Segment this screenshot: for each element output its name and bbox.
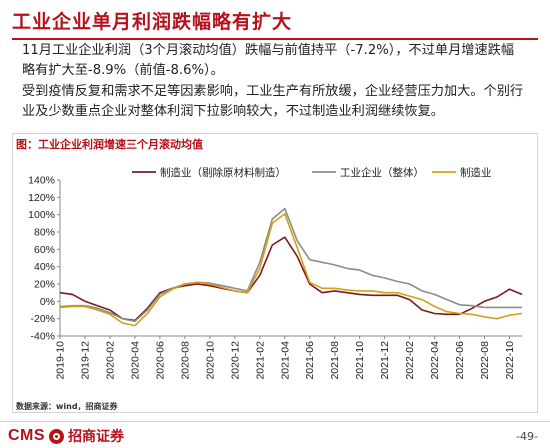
series-line-2 <box>59 207 522 323</box>
x-tick-label: 2019-12 <box>79 341 91 380</box>
x-tick-label: 2021-06 <box>304 341 316 380</box>
footer-divider <box>0 421 550 422</box>
x-tick-label: 2021-04 <box>279 341 291 380</box>
x-tick-label: 2022-04 <box>429 341 441 380</box>
page-number: -49- <box>516 430 538 443</box>
x-tick-label: 2020-08 <box>179 341 191 380</box>
x-tick-label: 2021-10 <box>354 341 366 380</box>
y-tick-label: 20% <box>34 279 55 291</box>
figure-caption: 图：工业企业利润增速三个月滚动均值 <box>16 138 203 151</box>
y-tick-label: 60% <box>34 244 55 256</box>
y-tick-label: 40% <box>34 261 55 273</box>
y-tick-label: -20% <box>30 313 55 325</box>
summary-paragraph-1: 11月工业企业利润（3个月滚动均值）跌幅与前值持平（-7.2%），不过单月增速跌… <box>22 43 515 78</box>
profit-growth-line-chart: -40% -20% 0% 20% 40% 60% 80% 100% 120% 140% 2019-1… <box>28 166 523 380</box>
logo-icon <box>49 428 65 444</box>
y-tick-label: 80% <box>34 227 55 239</box>
y-tick-label: 0% <box>40 296 55 308</box>
x-tick-label: 2020-06 <box>154 341 166 380</box>
y-tick-label: 100% <box>28 209 55 221</box>
logo-text: CMS <box>8 427 46 444</box>
x-tick-label: 2022-06 <box>454 341 466 380</box>
x-tick-label: 2020-10 <box>204 341 216 380</box>
x-tick-label: 2019-10 <box>55 341 67 380</box>
series-line-1 <box>59 236 523 322</box>
title-divider <box>12 38 538 40</box>
x-tick-label: 2022-08 <box>479 341 491 380</box>
x-tick-label: 2022-10 <box>504 341 516 380</box>
data-source-note: 数据来源：wind，招商证券 <box>16 402 118 411</box>
x-tick-label: 2020-02 <box>104 341 116 380</box>
y-tick-label: 140% <box>28 175 55 187</box>
summary-paragraph-2: 受到疫情反复和需求不足等因素影响，工业生产有所放缓，企业经营压力加大。个别行业及… <box>22 84 524 119</box>
y-tick-label: 120% <box>28 192 55 204</box>
series-line-3 <box>59 213 523 327</box>
x-tick-label: 2022-02 <box>404 341 416 380</box>
cms-logo: CMS 招商证券 <box>8 426 124 446</box>
x-tick-label: 2021-12 <box>379 341 391 380</box>
y-tick-label: -40% <box>30 331 55 343</box>
figure-frame <box>12 133 538 413</box>
legend-label-1: 制造业（剔除原材料制造） <box>160 166 286 179</box>
x-tick-label: 2021-02 <box>254 341 266 380</box>
x-tick-label: 2020-04 <box>129 341 141 380</box>
x-tick-label: 2020-12 <box>229 341 241 380</box>
legend-label-3: 制造业 <box>460 166 492 179</box>
legend-label-2: 工业企业（整体） <box>340 166 424 179</box>
x-tick-label: 2021-08 <box>329 341 341 380</box>
page-title: 工业企业单月利润跌幅略有扩大 <box>12 11 293 33</box>
logo-chinese-name: 招商证券 <box>68 429 125 445</box>
